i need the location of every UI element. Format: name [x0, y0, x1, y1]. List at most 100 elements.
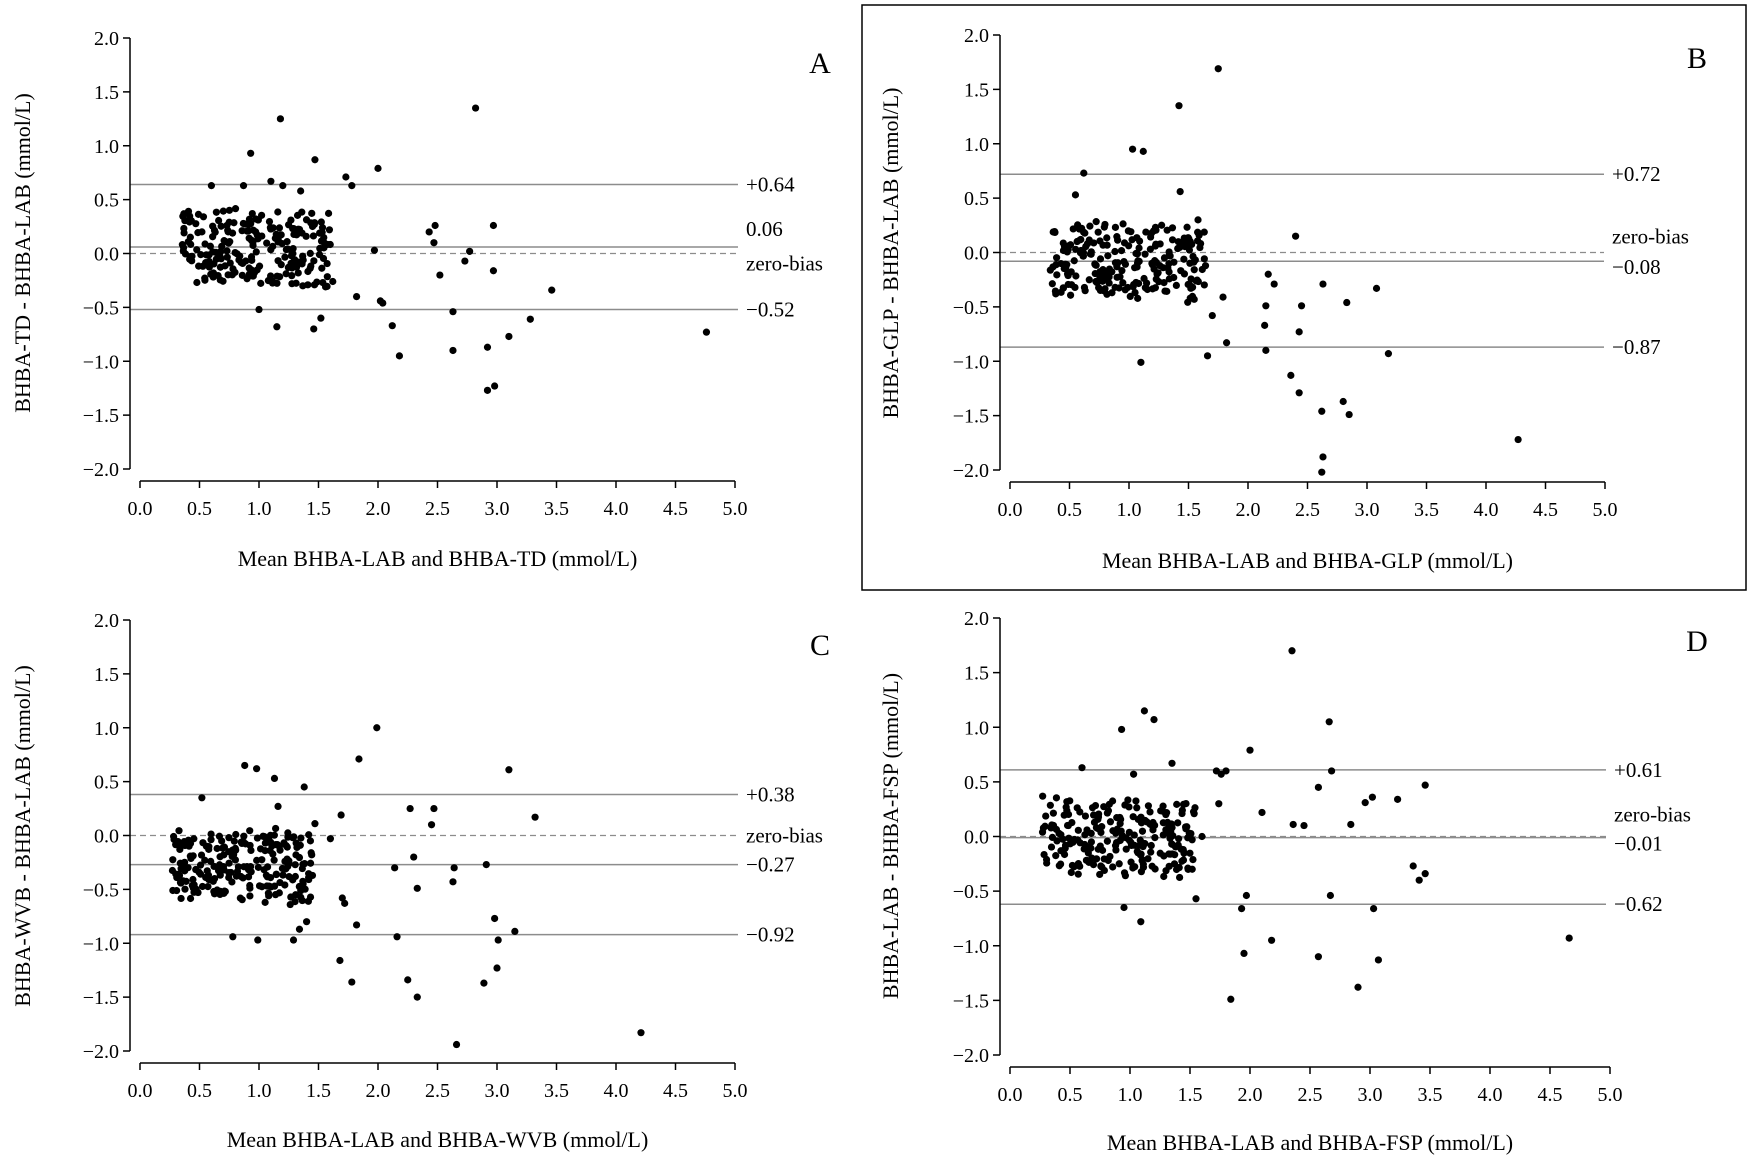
panel-d-data-point	[1096, 870, 1104, 879]
panel-b-frame	[861, 4, 1747, 591]
panel-b-data-point	[1195, 231, 1203, 239]
panel-d-y-tick-label: −2.0	[953, 1045, 989, 1067]
panel-a-data-point	[178, 241, 186, 249]
panel-a-data-point	[273, 323, 281, 331]
panel-c-x-tick-label: 4.5	[663, 1080, 688, 1102]
panel-b-data-point	[1096, 255, 1105, 263]
panel-d-data-point	[1103, 837, 1111, 845]
panel-c-mean-bias-label: −0.27	[746, 853, 795, 877]
panel-b-data-point	[1295, 389, 1303, 397]
panel-d-data-point	[1326, 891, 1334, 900]
panel-a-data-point	[304, 281, 312, 289]
panel-a-data-point	[282, 270, 290, 278]
panel-a-data-point	[217, 222, 225, 230]
panel-a-data-point	[228, 229, 237, 237]
panel-d-data-point	[1176, 873, 1184, 882]
panel-c-data-point	[207, 836, 215, 844]
panel-b-data-point	[1200, 228, 1208, 236]
panel-d-data-point	[1139, 863, 1148, 871]
panel-b-x-tick-label: 1.0	[1117, 499, 1142, 521]
panel-c-data-point	[198, 794, 206, 802]
panel-a-data-point	[223, 253, 231, 261]
panel-b-data-point	[1103, 275, 1111, 283]
panel-c-data-point	[452, 1040, 461, 1049]
panel-a-x-tick-label: 0.0	[128, 498, 153, 520]
panel-b-data-point	[1062, 245, 1070, 253]
panel-b-data-point	[1132, 249, 1140, 258]
panel-a-data-point	[311, 156, 319, 164]
panel-a-data-point	[288, 272, 296, 280]
panel-c-data-point	[303, 918, 311, 926]
panel-d-data-point	[1143, 818, 1151, 826]
panel-a-data-point	[323, 240, 332, 249]
panel-a-data-point	[318, 224, 327, 232]
panel-d-data-point	[1258, 808, 1266, 817]
panel-d-data-point	[1191, 804, 1199, 812]
panel-c-data-point	[266, 874, 275, 882]
panel-c-data-point	[272, 870, 280, 878]
panel-b-x-tick-label: 2.0	[1236, 499, 1261, 521]
panel-a-y-tick-label: −1.5	[83, 405, 119, 427]
panel-b-x-tick-label: 0.5	[1057, 499, 1082, 521]
panel-b-data-point	[1064, 271, 1072, 280]
panel-a-data-point	[324, 209, 333, 217]
panel-a-data-point	[294, 269, 302, 277]
panel-c-y-tick-label: 1.0	[94, 718, 119, 740]
panel-b-y-tick-label: −0.5	[953, 297, 989, 319]
panel-d-data-point	[1179, 856, 1188, 864]
panel-a-data-point	[249, 238, 257, 246]
panel-b-data-point	[1208, 311, 1216, 320]
panel-a-data-point	[285, 263, 293, 271]
panel-c-data-point	[413, 884, 421, 892]
panel-d-data-point	[1049, 821, 1058, 830]
panel-d-data-point	[1065, 834, 1073, 842]
panel-c-data-point	[404, 976, 412, 984]
panel-b-data-point	[1091, 269, 1099, 278]
panel-d-data-point	[1046, 801, 1054, 809]
panel-c-data-point	[348, 978, 356, 986]
panel-b-data-point	[1339, 397, 1347, 406]
panel-b-data-point	[1096, 237, 1104, 245]
panel-a-data-point	[209, 269, 218, 277]
panel-a-data-point	[209, 233, 217, 241]
panel-a-data-point	[548, 286, 556, 294]
panel-c-data-point	[233, 867, 242, 875]
panel-c-data-point	[213, 844, 221, 853]
panel-d-zero-bias-label: zero-bias	[1614, 803, 1691, 827]
panel-c-data-point	[297, 887, 305, 895]
panel-a-y-tick-label: 1.0	[94, 136, 119, 158]
panel-b-data-point	[1343, 298, 1351, 307]
panel-a-data-point	[224, 271, 232, 279]
panel-c-x-tick-label: 2.0	[366, 1080, 391, 1102]
panel-d-data-point	[1120, 903, 1128, 912]
panel-a-x-tick-label: 2.5	[425, 498, 450, 520]
panel-c-x-axis-title: Mean BHBA-LAB and BHBA-WVB (mmol/L)	[227, 1127, 649, 1152]
panel-a-data-point	[258, 232, 266, 240]
panel-d-data-point	[1038, 828, 1047, 836]
panel-d-data-point	[1146, 808, 1154, 816]
panel-d-x-tick-label: 1.5	[1178, 1084, 1203, 1106]
panel-b-data-point	[1103, 241, 1111, 249]
panel-a-data-point	[317, 218, 325, 226]
panel-c-data-point	[491, 914, 499, 923]
panel-a-data-point	[288, 280, 296, 288]
panel-a-data-point	[308, 219, 316, 227]
panel-c-data-point	[449, 878, 457, 886]
panel-b-data-point	[1118, 267, 1126, 275]
panel-a-data-point	[297, 187, 305, 195]
panel-c-data-point	[238, 896, 246, 904]
panel-d-data-point	[1063, 821, 1072, 830]
panel-d-data-point	[1132, 797, 1140, 805]
panel-b-data-point	[1072, 272, 1080, 280]
panel-d-data-point	[1160, 872, 1168, 881]
panel-c-data-point	[240, 863, 248, 871]
panel-a-data-point	[315, 229, 324, 237]
panel-c-data-point	[300, 783, 308, 791]
panel-c-data-point	[199, 839, 207, 847]
panel-d-data-point	[1159, 802, 1167, 810]
panel-c-data-point	[260, 866, 268, 874]
panel-a-data-point	[205, 263, 213, 271]
panel-d-data-point	[1168, 840, 1176, 848]
panel-b-data-point	[1292, 232, 1300, 240]
panel-a-data-point	[231, 248, 239, 257]
